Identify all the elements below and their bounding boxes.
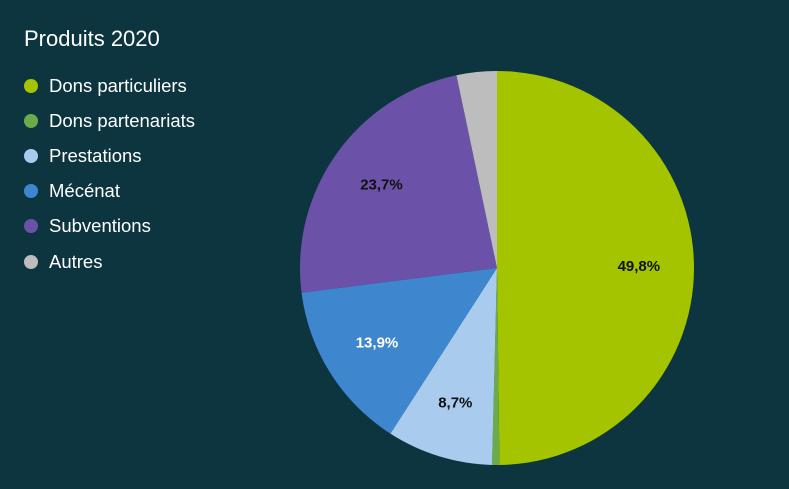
legend-item-prestations: Prestations (24, 138, 195, 173)
data-label-mecenat: 13,9% (356, 335, 399, 352)
pie-slice-dons-partenariats (492, 268, 500, 465)
pie-slice-prestations (390, 268, 497, 465)
data-label-subventions: 23,7% (360, 177, 403, 194)
legend-label: Dons particuliers (49, 74, 187, 96)
legend-item-subventions: Subventions (24, 209, 195, 244)
legend-item-autres: Autres (24, 244, 195, 279)
legend-label: Mécénat (49, 180, 120, 202)
data-label-dons-particuliers: 49,8% (618, 258, 661, 275)
legend-swatch (24, 184, 38, 199)
legend: Dons particuliers Dons partenariats Pres… (24, 68, 195, 279)
legend-label: Subventions (49, 215, 151, 237)
data-label-prestations: 8,7% (438, 395, 472, 412)
legend-label: Autres (49, 250, 103, 272)
legend-item-mecenat: Mécénat (24, 174, 195, 209)
legend-label: Dons partenariats (49, 109, 196, 131)
pie-slice-autres (456, 71, 497, 268)
legend-item-dons-particuliers: Dons particuliers (24, 68, 195, 103)
legend-swatch (24, 148, 38, 163)
legend-swatch (24, 219, 38, 234)
pie-slice-mecenat (301, 268, 497, 434)
pie-slice-dons-particuliers (497, 71, 694, 465)
chart-title: Produits 2020 (24, 26, 160, 51)
legend-label: Prestations (49, 144, 142, 166)
legend-item-dons-partenariats: Dons partenariats (24, 103, 195, 138)
legend-swatch (24, 254, 38, 269)
legend-swatch (24, 78, 38, 93)
pie-slice-subventions (300, 75, 497, 293)
legend-swatch (24, 113, 38, 128)
